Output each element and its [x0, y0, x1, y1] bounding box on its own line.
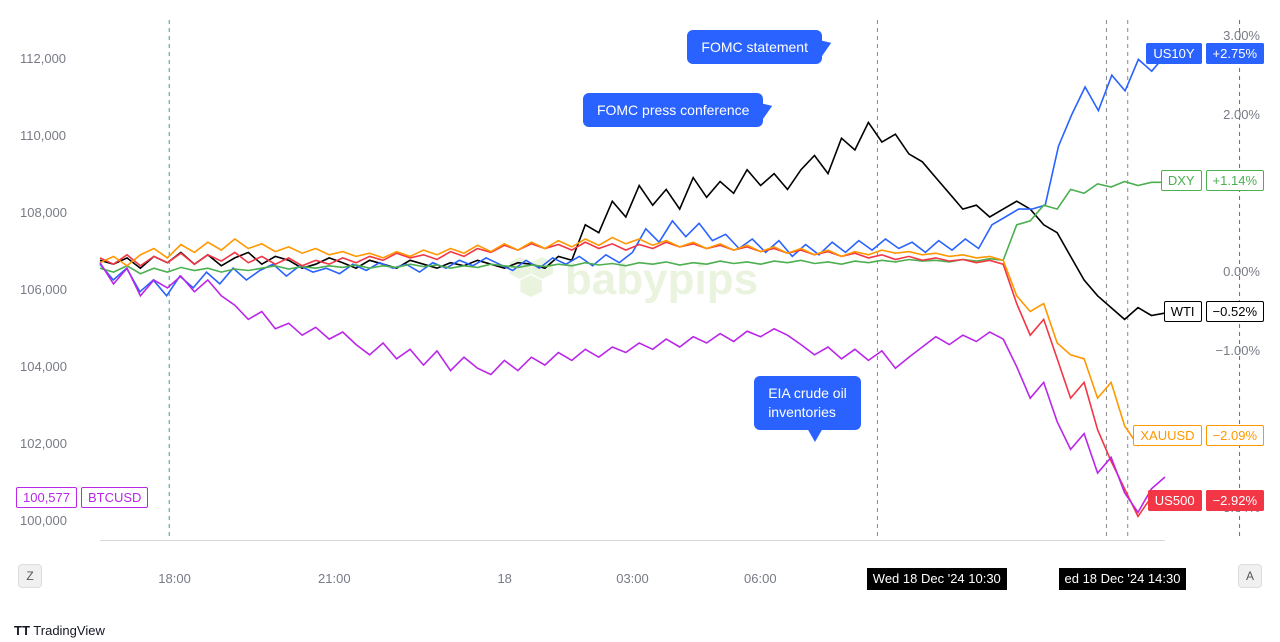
- series-us10y[interactable]: [100, 56, 1165, 296]
- series-wti[interactable]: [100, 122, 1165, 319]
- left-tick: 104,000: [20, 359, 67, 374]
- annotation[interactable]: FOMC press conference: [583, 93, 764, 128]
- time-tick: 03:00: [616, 571, 649, 586]
- series-dxy[interactable]: [100, 182, 1165, 274]
- timezone-left-pill[interactable]: Z: [18, 564, 42, 588]
- timezone-right-pill[interactable]: A: [1238, 564, 1262, 588]
- annotation[interactable]: FOMC statement: [687, 30, 822, 65]
- badge-dxy[interactable]: DXY+1.14%: [1161, 172, 1264, 190]
- tradingview-attribution: TT TradingView: [14, 623, 105, 638]
- time-tick: 21:00: [318, 571, 351, 586]
- right-tick: 3.00%: [1223, 28, 1260, 43]
- badge-xauusd[interactable]: XAUUSD−2.09%: [1133, 427, 1264, 445]
- chart-container: babypips 112,000110,000108,000106,000104…: [10, 10, 1270, 610]
- right-tick: 2.00%: [1223, 107, 1260, 122]
- right-tick: −1.00%: [1216, 343, 1260, 358]
- time-tick: 06:00: [744, 571, 777, 586]
- left-tick: 110,000: [20, 128, 66, 143]
- time-tick: 18:00: [158, 571, 191, 586]
- series-us500[interactable]: [100, 242, 1165, 516]
- badge-us500[interactable]: US500−2.92%: [1148, 492, 1264, 510]
- time-band: Wed 18 Dec '24 10:30: [867, 568, 1007, 590]
- time-tick: 18: [497, 571, 511, 586]
- badge-btcusd-left[interactable]: 100,577BTCUSD: [16, 489, 148, 507]
- badge-us10y[interactable]: US10Y+2.75%: [1146, 45, 1264, 63]
- right-tick: 0.00%: [1223, 264, 1260, 279]
- series-btcusd[interactable]: [100, 263, 1165, 513]
- badge-wti[interactable]: WTI−0.52%: [1164, 303, 1264, 321]
- left-tick: 100,000: [20, 513, 67, 528]
- annotation[interactable]: EIA crude oilinventories: [754, 376, 861, 430]
- time-band: ed 18 Dec '24 14:30: [1059, 568, 1187, 590]
- left-tick: 108,000: [20, 205, 67, 220]
- left-tick: 106,000: [20, 282, 67, 297]
- left-tick: 112,000: [20, 51, 66, 66]
- left-tick: 102,000: [20, 436, 67, 451]
